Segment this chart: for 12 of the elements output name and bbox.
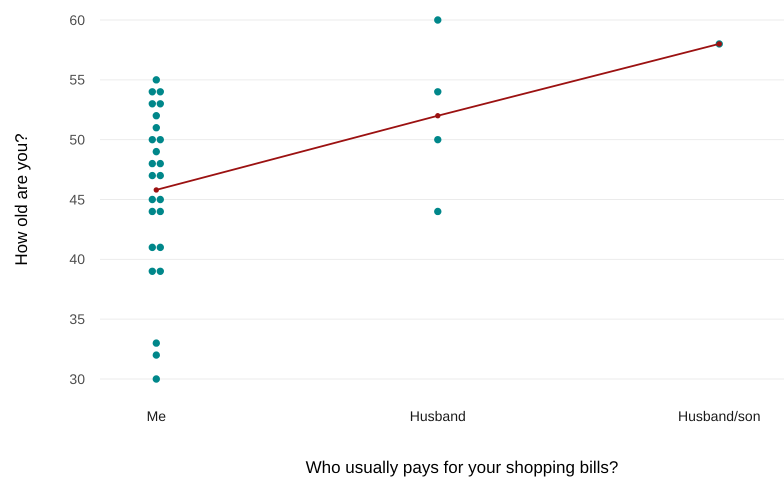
y-tick-label: 35 bbox=[69, 311, 86, 328]
y-tick-label: 55 bbox=[69, 72, 86, 88]
y-tick-label: 40 bbox=[69, 251, 86, 268]
y-tick-label: 45 bbox=[69, 191, 86, 208]
x-tick-label: Me bbox=[146, 408, 166, 424]
x-tick-label: Husband bbox=[410, 408, 466, 424]
x-tick-label: Husband/son bbox=[678, 408, 761, 424]
y-tick-label: 60 bbox=[69, 12, 86, 28]
y-axis-title: How old are you? bbox=[12, 133, 31, 266]
x-axis-title: Who usually pays for your shopping bills? bbox=[306, 458, 618, 477]
y-tick-label: 30 bbox=[69, 370, 86, 387]
y-tick-label: 50 bbox=[69, 132, 86, 148]
